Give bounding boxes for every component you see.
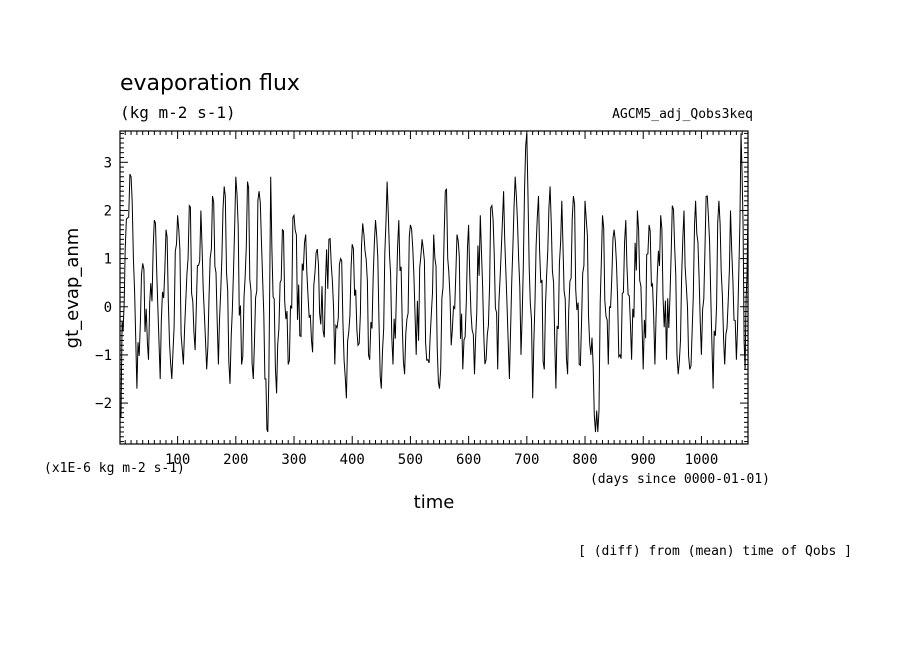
series-line	[120, 133, 749, 433]
y-tick-label: 2	[104, 203, 112, 219]
x-tick-label: 900	[631, 452, 656, 468]
x-tick-label: 600	[456, 452, 481, 468]
y-tick-label: −2	[95, 396, 112, 412]
footnote: [ (diff) from (mean) time of Qobs ]	[578, 544, 852, 559]
y-scale-note: (x1E-6 kg m-2 s-1)	[44, 461, 185, 476]
x-tick-label: 1000	[685, 452, 719, 468]
x-tick-label: 300	[281, 452, 306, 468]
plot-frame	[119, 130, 749, 445]
x-axis-label: time	[414, 492, 455, 513]
chart-title: evaporation flux	[120, 71, 300, 96]
y-tick-label: 1	[104, 252, 112, 268]
y-axis-label: gt_evap_anm	[62, 228, 83, 349]
y-axis-ticks: −2 −1 0 1 2 3	[95, 132, 748, 443]
x-axis-ticks: 100 200 300 400 500 600 700 800 900 1000	[124, 131, 743, 468]
x-tick-label: 800	[572, 452, 597, 468]
dataset-label: AGCM5_adj_Qobs3keq	[612, 107, 753, 122]
x-tick-label: 500	[398, 452, 423, 468]
y-tick-label: 0	[104, 300, 112, 316]
y-tick-label: −1	[95, 348, 112, 364]
chart-units: (kg m-2 s-1)	[120, 103, 236, 122]
x-tick-label: 700	[514, 452, 539, 468]
x-tick-label: 100	[165, 452, 190, 468]
x-tick-label: 400	[340, 452, 365, 468]
x-units-note: (days since 0000-01-01)	[590, 472, 770, 487]
x-tick-label: 200	[223, 452, 248, 468]
y-tick-label: 3	[104, 155, 112, 171]
